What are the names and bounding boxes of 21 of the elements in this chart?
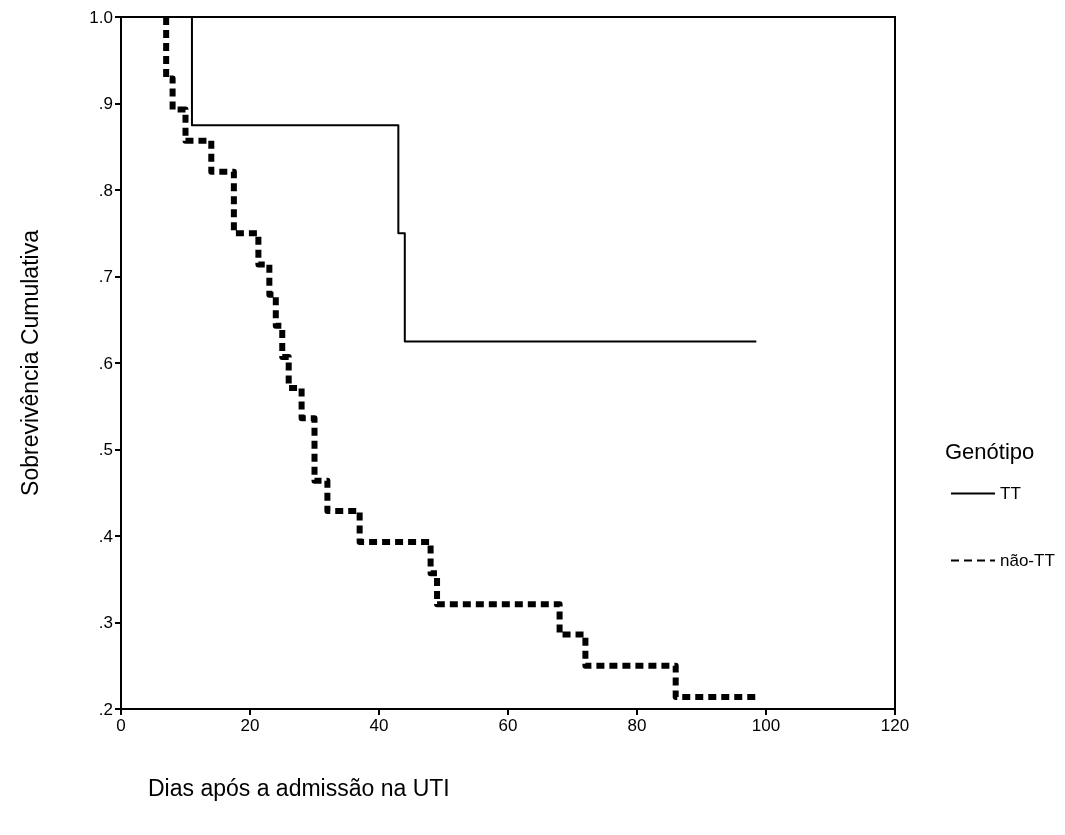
y-tick-label: .4 [98, 526, 113, 546]
y-tick-label: .6 [98, 353, 113, 373]
x-tick-label: 20 [240, 716, 260, 735]
y-tick-label: 1.0 [89, 7, 113, 27]
legend-label: TT [1000, 484, 1021, 503]
x-tick-label: 120 [880, 716, 910, 735]
x-tick-label: 0 [116, 716, 126, 735]
x-tick-label: 100 [751, 716, 781, 735]
y-tick-label: .9 [98, 94, 113, 113]
x-tick-label: 60 [498, 716, 518, 735]
x-tick-label: 80 [627, 716, 647, 735]
y-tick-label: .7 [98, 267, 113, 286]
y-tick-label: .2 [98, 699, 113, 719]
legend-label: não-TT [1000, 551, 1055, 570]
x-axis-title: Dias após a admissão na UTI [148, 774, 450, 801]
y-tick-label: .5 [98, 440, 113, 459]
legend-title: Genótipo [945, 438, 1035, 464]
y-tick-label: .8 [98, 180, 113, 200]
x-tick-label: 40 [369, 716, 389, 735]
y-axis-title: Sobrevivência Cumulativa [16, 229, 43, 496]
y-tick-label: .3 [98, 613, 113, 632]
